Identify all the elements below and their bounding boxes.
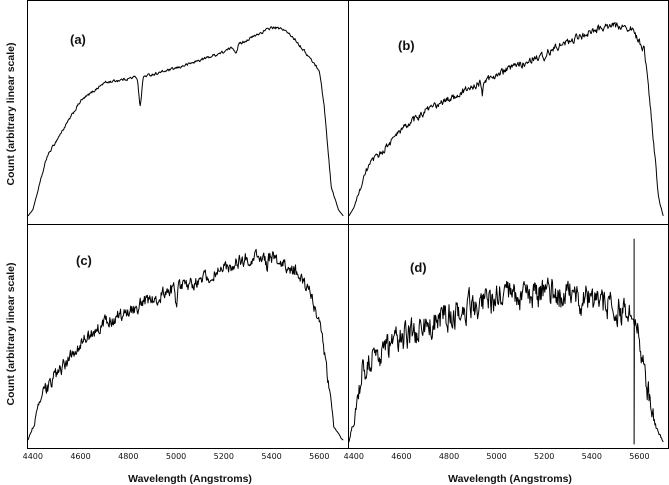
- x-axis-ticks-left: 4400 4600 4800 5000 5200 5400 5600: [23, 452, 330, 461]
- x-tick-label: 4400: [23, 452, 43, 461]
- panel-label: (a): [70, 32, 86, 47]
- panel-d: (d): [348, 224, 669, 449]
- x-tick-label: 4600: [391, 452, 411, 461]
- spectrum-line: [348, 238, 664, 445]
- x-tick-label: 5000: [166, 452, 186, 461]
- x-axis-ticks-right: 4400 4600 4800 5000 5200 5400 5600: [344, 452, 650, 461]
- x-tick-label: 4400: [344, 452, 364, 461]
- panel-b: (b): [348, 0, 669, 225]
- panel-label: (c): [76, 253, 92, 268]
- spectrum-line: [348, 22, 664, 217]
- x-tick-label: 5400: [582, 452, 602, 461]
- panel-c: (c): [27, 224, 349, 449]
- x-axis-title-right: Wavelength (Angstroms): [448, 473, 572, 485]
- panel-label: (d): [410, 260, 427, 275]
- panel-frame: [348, 224, 669, 449]
- panel-a: (a): [27, 0, 349, 225]
- x-axis-title-left: Wavelength (Angstroms): [128, 473, 252, 485]
- x-tick-label: 5200: [214, 452, 234, 461]
- panel-frame: [348, 0, 669, 225]
- x-tick-label: 5000: [486, 452, 506, 461]
- panel-label: (b): [398, 38, 415, 53]
- x-tick-label: 4800: [439, 452, 459, 461]
- x-tick-label: 4800: [118, 452, 138, 461]
- y-axis-title-bottom: Count (arbitrary linear scale): [5, 263, 17, 406]
- spectrum-line: [27, 26, 344, 217]
- x-tick-label: 5200: [534, 452, 554, 461]
- x-tick-label: 5400: [261, 452, 281, 461]
- x-tick-label: 5600: [309, 452, 329, 461]
- x-tick-label: 4600: [70, 452, 90, 461]
- x-tick-label: 5600: [629, 452, 649, 461]
- y-axis-title-top: Count (arbitrary linear scale): [5, 43, 17, 186]
- spectrum-line: [27, 248, 344, 441]
